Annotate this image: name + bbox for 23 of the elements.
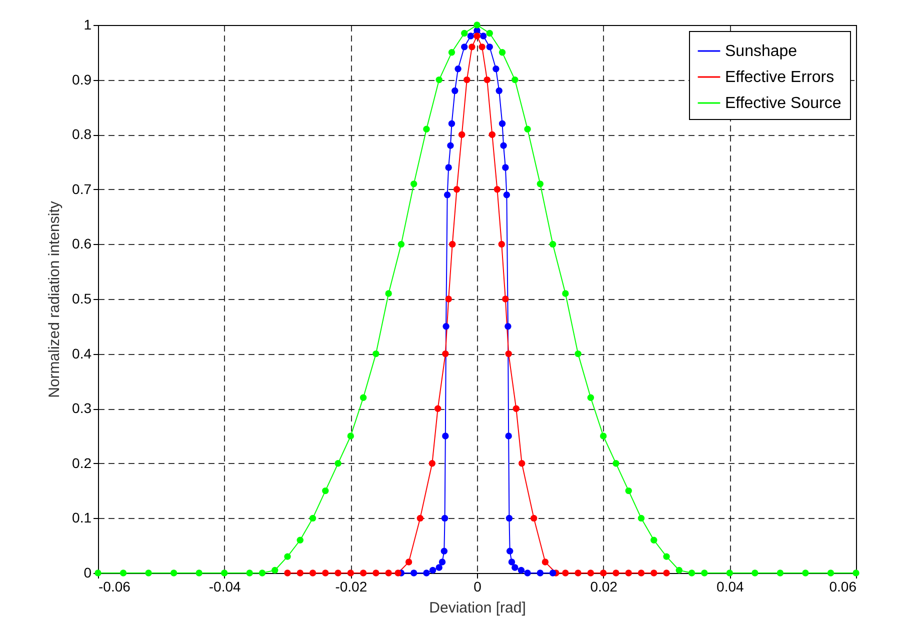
legend-label: Effective Errors [725,69,834,86]
legend-label: Effective Source [725,95,842,112]
x-tick-label: 0.02 [590,578,618,594]
legend-label: Sunshape [725,43,798,60]
y-tick-label: 0.2 [72,454,92,471]
y-tick-label: 0.1 [72,510,92,526]
y-axis-title: Normalized radiation intensity [46,200,64,398]
x-tick-label: -0.04 [208,578,241,594]
x-tick-label: -0.06 [98,578,131,594]
y-tick-label: 0.5 [72,290,92,306]
y-tick-label: 0.7 [72,180,92,197]
x-tick-label: -0.02 [335,578,368,594]
y-tick-label: 0.6 [72,236,92,252]
y-tick-label: 0.8 [72,126,92,142]
x-tick-label: 0.06 [829,578,857,594]
x-tick-label: 0 [474,578,482,594]
y-tick-label: 0.4 [72,345,92,362]
y-tick-label: 0.9 [72,71,92,88]
y-tick-label: 1 [84,16,92,32]
x-axis-title: Deviation [rad] [429,600,526,616]
y-tick-label: 0 [84,564,92,580]
y-tick-label: 0.3 [72,400,92,416]
x-tick-label: 0.04 [716,578,744,594]
